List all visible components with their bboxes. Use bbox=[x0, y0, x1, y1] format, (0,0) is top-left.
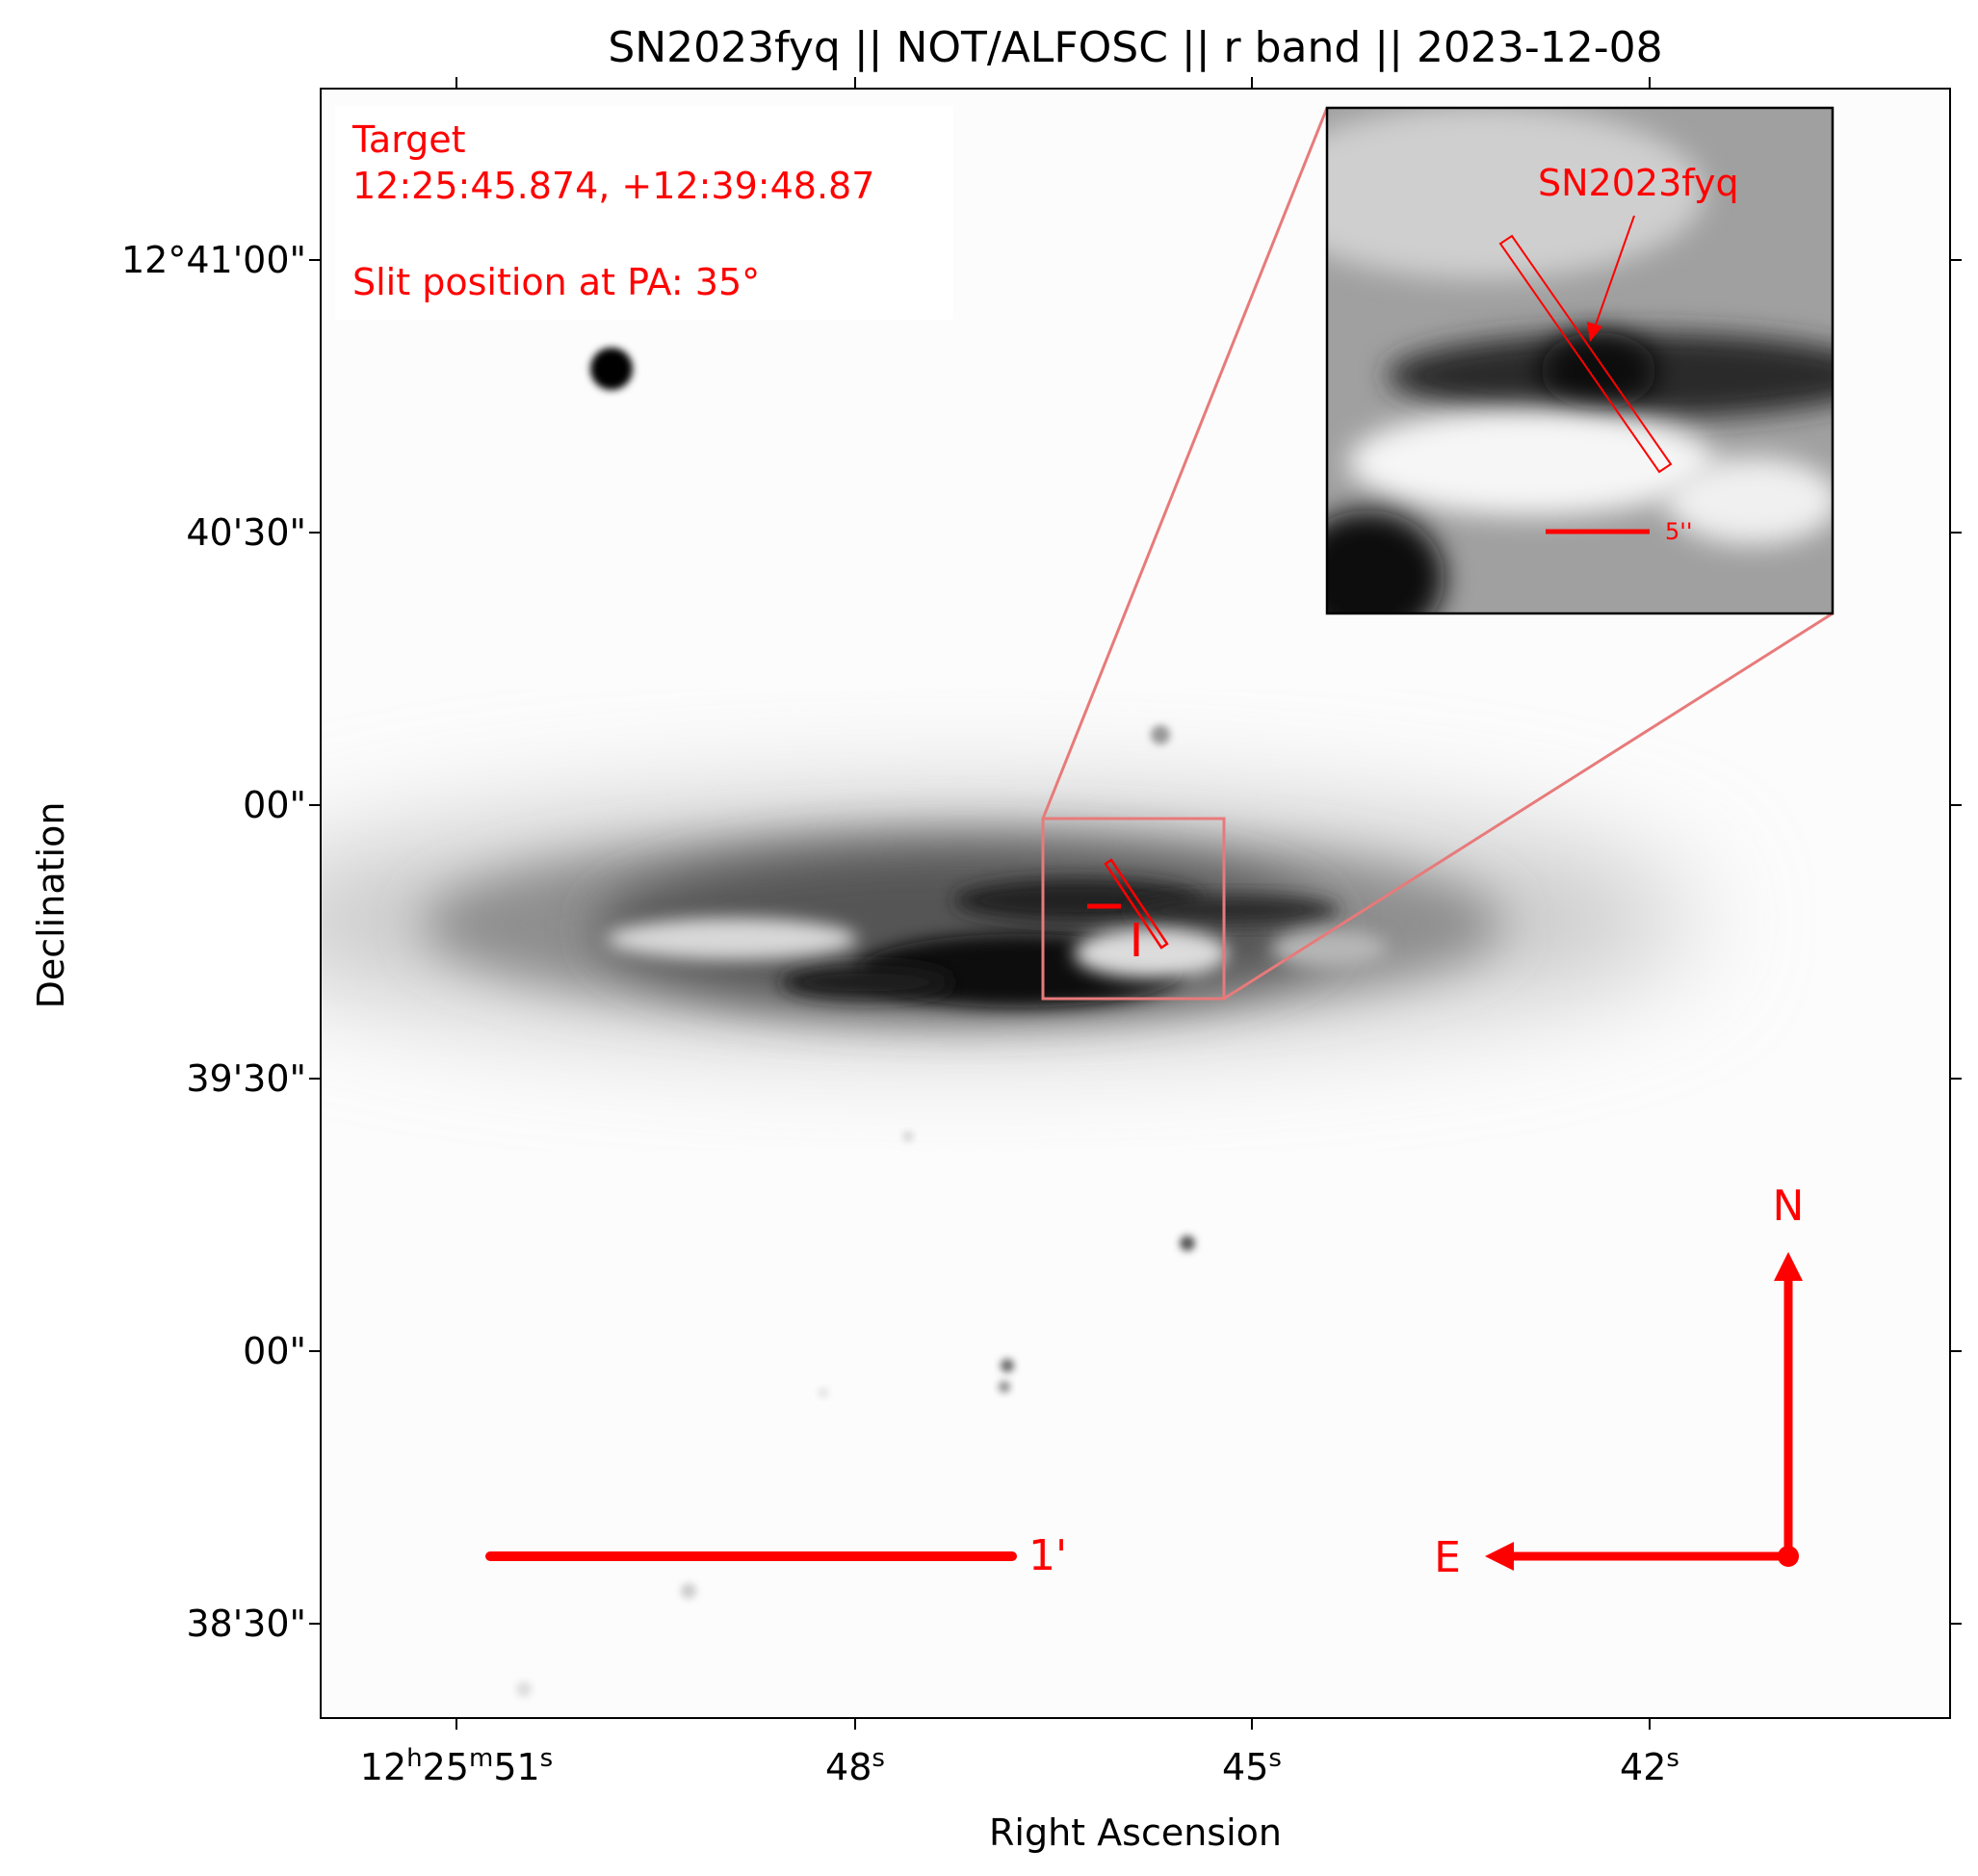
info-target-coords: 12:25:45.874, +12:39:48.87 bbox=[352, 165, 874, 207]
zoom-connector-bottom bbox=[1223, 612, 1834, 1001]
info-target-label: Target bbox=[351, 118, 466, 161]
figure-title: SN2023fyq || NOT/ALFOSC || r band || 202… bbox=[608, 23, 1662, 72]
y-tick-label-3: 39'30" bbox=[186, 1057, 306, 1100]
inset-target-label: SN2023fyq bbox=[1538, 162, 1739, 204]
compass-north-label: N bbox=[1773, 1182, 1805, 1231]
inset-pointer-arrow-icon bbox=[1587, 215, 1635, 342]
compass-east-label: E bbox=[1434, 1533, 1461, 1582]
plot-frame bbox=[320, 88, 1951, 1719]
x-tick-label-1: 48s bbox=[825, 1744, 885, 1788]
zoom-connector-top bbox=[1041, 107, 1329, 820]
inset-frame bbox=[1325, 106, 1835, 615]
y-tick-label-1: 40'30" bbox=[186, 511, 306, 554]
y-tick-marks bbox=[309, 259, 1962, 1625]
y-tick-label-0: 12°41'00" bbox=[121, 239, 306, 281]
x-axis-label: Right Ascension bbox=[989, 1811, 1282, 1854]
x-tick-label-0: 12h25m51s bbox=[360, 1744, 553, 1788]
slit-marker bbox=[1104, 858, 1169, 950]
inset-scalebar-label: 5'' bbox=[1665, 518, 1692, 545]
x-tick-marks bbox=[455, 77, 1651, 1730]
target-crosshair-icon bbox=[1087, 903, 1139, 956]
info-slit-position: Slit position at PA: 35° bbox=[352, 261, 760, 303]
y-axis-label: Declination bbox=[30, 802, 72, 1009]
zoom-region-box bbox=[1041, 817, 1226, 1001]
info-box bbox=[335, 106, 953, 320]
scalebar-label: 1' bbox=[1028, 1531, 1067, 1580]
y-tick-label-5: 38'30" bbox=[186, 1602, 306, 1645]
x-tick-label-3: 42s bbox=[1620, 1744, 1679, 1788]
y-tick-label-4: 00" bbox=[243, 1330, 306, 1372]
compass: N E bbox=[1434, 1182, 1804, 1582]
y-tick-label-2: 00" bbox=[243, 784, 306, 826]
x-tick-label-2: 45s bbox=[1222, 1744, 1282, 1788]
inset-slit bbox=[1498, 234, 1673, 474]
